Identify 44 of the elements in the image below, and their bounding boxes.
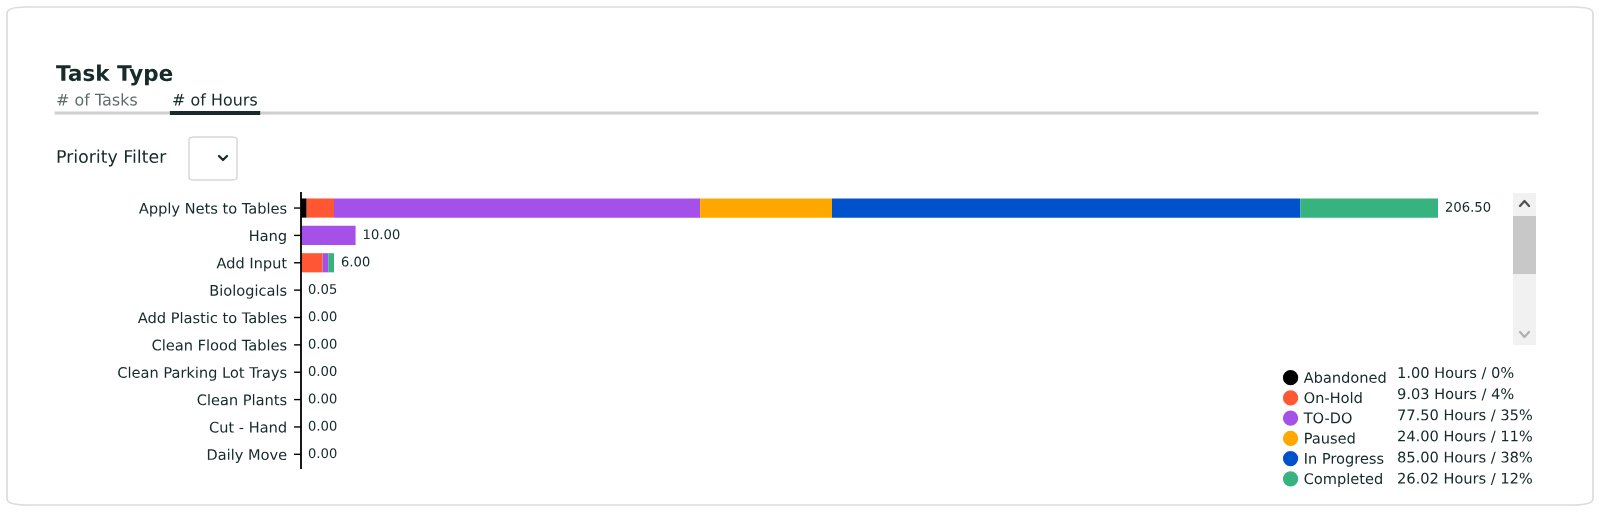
annotation: 0.00 <box>308 366 337 377</box>
bar <box>306 198 334 218</box>
bar <box>700 198 832 218</box>
text: # of Tasks <box>57 93 137 106</box>
annotation: 24.00 Hours / 11% <box>1398 430 1532 443</box>
text: # of Hours <box>173 93 257 106</box>
annotation: 77.50 Hours / 35% <box>1398 409 1532 422</box>
annotation: 0.00 <box>308 393 337 404</box>
bar <box>1300 198 1438 218</box>
bar <box>333 198 701 218</box>
bar <box>831 198 1301 218</box>
legend-label: Completed <box>1304 472 1382 487</box>
annotation: 0.00 <box>308 338 337 349</box>
annotation: 206.50 <box>1445 201 1491 212</box>
legend-label: Paused <box>1305 432 1355 444</box>
text: Priority Filter <box>57 149 167 167</box>
legend-label: On-Hold <box>1304 391 1362 404</box>
y-tick-label: Clean Plants <box>197 394 287 406</box>
y-tick-label: Add Plastic to Tables <box>137 311 287 324</box>
legend-label: TO-DO <box>1303 412 1352 424</box>
annotation: 0.00 <box>308 311 337 322</box>
y-tick-label: Apply Nets to Tables <box>138 202 287 217</box>
annotation: 1.00 Hours / 0% <box>1398 367 1514 380</box>
bar <box>301 225 356 245</box>
annotation: 9.03 Hours / 4% <box>1397 388 1514 401</box>
annotation: 0.05 <box>308 283 337 294</box>
annotation: 6.00 <box>341 256 370 267</box>
text: Task Type <box>56 64 173 86</box>
annotation: 0.00 <box>308 420 337 431</box>
annotation: 0.00 <box>308 448 337 459</box>
y-tick-label: Cut - Hand <box>209 421 286 433</box>
y-tick-label: Biologicals <box>210 284 287 299</box>
y-tick-label: Clean Parking Lot Trays <box>118 366 287 381</box>
y-tick-label: Daily Move <box>207 448 287 463</box>
y-tick-label: Clean Flood Tables <box>152 339 287 351</box>
annotation: 85.00 Hours / 38% <box>1398 451 1532 464</box>
y-tick-label: Hang <box>250 230 286 244</box>
annotation: 10.00 <box>363 229 400 240</box>
legend-label: Abandoned <box>1303 371 1386 383</box>
legend-label: In Progress <box>1305 453 1384 467</box>
bar <box>328 253 334 273</box>
text: 26.02 Hours / 12% <box>1398 472 1532 485</box>
bar <box>301 253 323 273</box>
y-tick-label: Add Input <box>216 257 287 272</box>
